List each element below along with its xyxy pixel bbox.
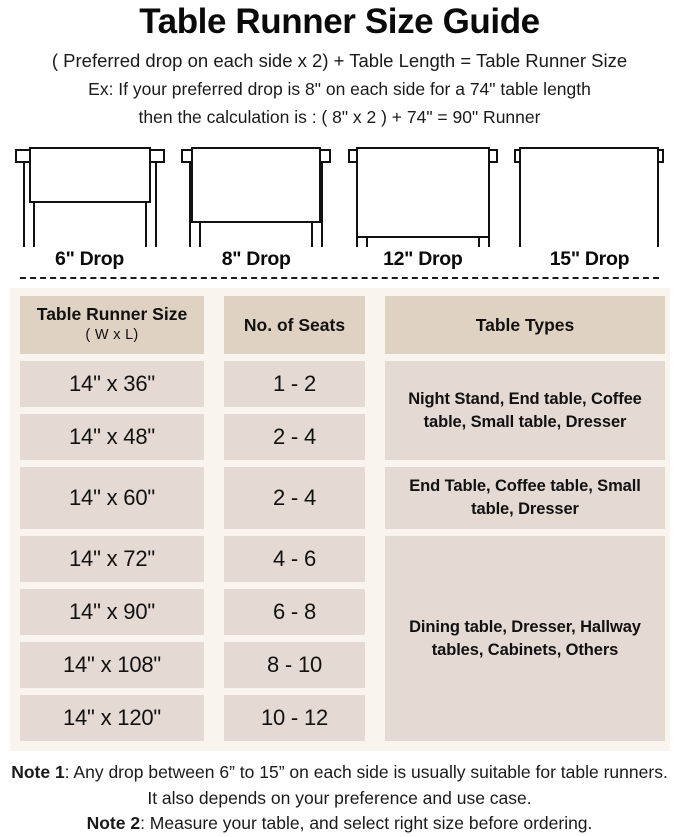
row-gap-b-5 bbox=[365, 642, 385, 688]
row-gap-a-2 bbox=[204, 467, 224, 529]
row-gap-a-0 bbox=[204, 361, 224, 407]
row-gap-a-3 bbox=[204, 536, 224, 582]
drop-label-8in: 8" Drop bbox=[221, 248, 291, 270]
cell-seat-count: 10 - 12 bbox=[224, 695, 365, 741]
cell-seat-count: 4 - 6 bbox=[224, 536, 365, 582]
note-label-2: Note 2 bbox=[86, 813, 141, 833]
note-label-1: Note 1 bbox=[11, 762, 65, 782]
table-runner-icon bbox=[14, 147, 165, 247]
row-gap-b-4 bbox=[365, 589, 385, 635]
diagram-cell-6in: 6" Drop bbox=[8, 142, 171, 271]
row-gap-a-4 bbox=[204, 589, 224, 635]
row-gap-b-3 bbox=[365, 536, 385, 582]
cell-seat-count: 8 - 10 bbox=[224, 642, 365, 688]
drop-label-6in: 6" Drop bbox=[55, 248, 124, 270]
cell-table-types: Dining table, Dresser, Hallway tables, C… bbox=[385, 536, 665, 741]
note-text-2: : Measure your table, and select right s… bbox=[140, 813, 593, 833]
row-gap-a-1 bbox=[204, 414, 224, 460]
size-table-panel: Table Runner Size ( W x L) No. of Seats Tab… bbox=[10, 288, 670, 751]
drop-label-15in: 15" Drop bbox=[549, 248, 630, 270]
diagram-cell-8in: 8" Drop bbox=[175, 142, 338, 271]
diagram-cell-12in: 12" Drop bbox=[341, 142, 504, 271]
cell-table-types: Night Stand, End table, Coffee table, Sm… bbox=[385, 361, 665, 460]
column-header-size: Table Runner Size ( W x L) bbox=[20, 296, 204, 354]
page-header: Table Runner Size Guide ( Preferred drop… bbox=[0, 0, 679, 130]
cell-runner-size: 14" x 60" bbox=[20, 467, 204, 529]
notes-section: Note 1: Any drop between 6” to 15” on ea… bbox=[0, 760, 679, 837]
column-header-types: Table Types bbox=[385, 296, 665, 354]
example-line-1: Ex: If your preferred drop is 8" on each… bbox=[88, 79, 591, 99]
cell-runner-size: 14" x 48" bbox=[20, 414, 204, 460]
diagram-cell-15in: 15" Drop bbox=[508, 142, 671, 271]
cell-runner-size: 14" x 108" bbox=[20, 642, 204, 688]
row-gap-b-0 bbox=[365, 361, 385, 407]
example-line-2: then the calculation is : ( 8" x 2 ) + 7… bbox=[138, 107, 541, 127]
section-divider bbox=[20, 277, 659, 279]
column-gap-2 bbox=[365, 296, 385, 354]
cell-seat-count: 2 - 4 bbox=[224, 414, 365, 460]
cell-runner-size: 14" x 120" bbox=[20, 695, 204, 741]
size-table-grid: Table Runner Size ( W x L) No. of Seats Tab… bbox=[20, 296, 665, 741]
cell-seat-count: 6 - 8 bbox=[224, 589, 365, 635]
drop-diagram-strip: 6" Drop 8" Drop 12" Drop 15" Drop bbox=[0, 142, 679, 271]
table-runner-icon bbox=[347, 147, 498, 247]
note-line-1: Note 1: Any drop between 6” to 15” on ea… bbox=[10, 760, 669, 811]
row-gap-a-5 bbox=[204, 642, 224, 688]
column-gap-1 bbox=[204, 296, 224, 354]
row-gap-b-1 bbox=[365, 414, 385, 460]
cell-seat-count: 2 - 4 bbox=[224, 467, 365, 529]
column-header-seats: No. of Seats bbox=[224, 296, 365, 354]
cell-runner-size: 14" x 36" bbox=[20, 361, 204, 407]
column-header-size-label: Table Runner Size bbox=[36, 304, 188, 324]
cell-runner-size: 14" x 90" bbox=[20, 589, 204, 635]
table-runner-icon bbox=[514, 147, 665, 247]
column-header-size-sublabel: ( W x L) bbox=[85, 327, 139, 343]
table-runner-icon bbox=[181, 147, 332, 247]
cell-runner-size: 14" x 72" bbox=[20, 536, 204, 582]
cell-seat-count: 1 - 2 bbox=[224, 361, 365, 407]
row-gap-b-6 bbox=[365, 695, 385, 741]
row-gap-b-2 bbox=[365, 467, 385, 529]
cell-table-types: End Table, Coffee table, Small table, Dr… bbox=[385, 467, 665, 529]
page-title: Table Runner Size Guide bbox=[139, 2, 540, 41]
note-line-2: Note 2: Measure your table, and select r… bbox=[10, 811, 669, 837]
note-text-1: : Any drop between 6” to 15” on each sid… bbox=[64, 762, 668, 808]
drop-label-12in: 12" Drop bbox=[383, 248, 463, 270]
row-gap-a-6 bbox=[204, 695, 224, 741]
formula-line: ( Preferred drop on each side x 2) + Tab… bbox=[51, 50, 628, 71]
